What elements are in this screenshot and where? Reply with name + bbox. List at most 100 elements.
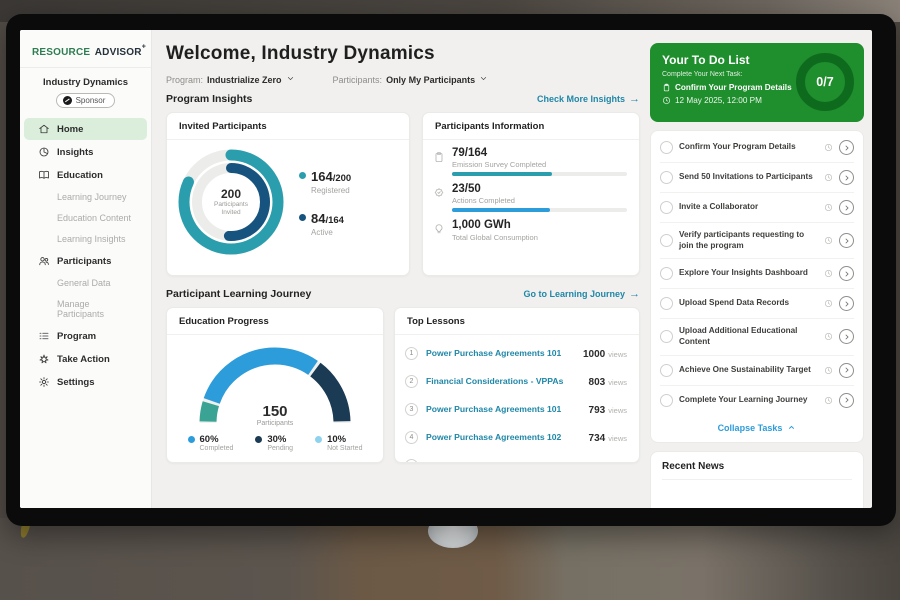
- lesson-row[interactable]: 2 Financial Considerations - VPPAs 803 view…: [405, 367, 627, 395]
- lesson-title-link[interactable]: Power Purchase Agreements 101: [426, 404, 562, 414]
- task-checkbox[interactable]: [660, 330, 673, 344]
- lesson-row[interactable]: 1 Power Purchase Agreements 101 1000 views: [405, 339, 627, 367]
- task-checkbox[interactable]: [660, 234, 673, 248]
- info-value: 23/50: [452, 183, 481, 196]
- lesson-views-label: views: [608, 462, 627, 463]
- task-row-complete-your-learning-journey[interactable]: Complete Your Learning Journey: [660, 386, 854, 415]
- task-checkbox[interactable]: [660, 393, 673, 407]
- task-open-button[interactable]: [839, 329, 854, 345]
- lesson-title-link[interactable]: Financial Considerations - VPPAs: [426, 376, 564, 386]
- app-logo[interactable]: RESOURCE ADVISOR+: [20, 38, 151, 68]
- sidebar-item-participants[interactable]: Participants: [24, 250, 147, 272]
- participants-information-card: Participants Information 79/164 Emission …: [422, 112, 640, 276]
- task-row-upload-spend-data-records[interactable]: Upload Spend Data Records: [660, 289, 854, 320]
- sponsor-badge[interactable]: Sponsor: [55, 93, 116, 108]
- page-title: Welcome, Industry Dynamics: [166, 43, 435, 64]
- lesson-title-link[interactable]: Power Purchase Agreements 101: [426, 348, 562, 358]
- legend-denominator: /200: [332, 172, 352, 184]
- education-icon: [38, 169, 50, 181]
- task-label: Verify participants requesting to join t…: [679, 230, 805, 250]
- clock-icon: [824, 269, 833, 278]
- info-row-total-global-consumption: 1,000 GWh Total Global Consumption: [433, 219, 627, 244]
- sidebar-item-education-content[interactable]: Education Content: [24, 208, 147, 228]
- info-rows: 79/164 Emission Survey Completed 23/50 Acti…: [423, 140, 639, 245]
- task-checkbox[interactable]: [660, 363, 673, 377]
- chevron-right-icon: [845, 334, 849, 340]
- check-more-insights-label: Check More Insights: [536, 94, 625, 104]
- task-checkbox[interactable]: [660, 201, 673, 214]
- legend-percent: 60%: [199, 434, 219, 445]
- main-left-column: Welcome, Industry Dynamics Program: Indus…: [166, 43, 640, 508]
- home-icon: [38, 123, 50, 135]
- education-progress-card-title: Education Progress: [167, 308, 383, 335]
- bulb-icon: [433, 222, 445, 234]
- legend-label: Not Started: [327, 445, 363, 453]
- task-label: Upload Additional Educational Content: [679, 326, 798, 346]
- task-row-explore-your-insights-dashboard[interactable]: Explore Your Insights Dashboard: [660, 259, 854, 290]
- task-row-invite-a-collaborator[interactable]: Invite a Collaborator: [660, 193, 854, 223]
- sidebar-item-education[interactable]: Education: [24, 164, 147, 186]
- task-open-button[interactable]: [839, 140, 854, 155]
- todo-subtitle: Complete Your Next Task:: [662, 71, 743, 78]
- sidebar-item-program[interactable]: Program: [24, 325, 147, 347]
- sidebar-item-take-action[interactable]: Take Action: [24, 348, 147, 370]
- clock-icon: [824, 143, 833, 152]
- task-open-button[interactable]: [839, 170, 854, 185]
- donut-center-value: 200: [220, 186, 242, 201]
- lesson-rank-badge: 1: [405, 346, 418, 360]
- task-open-button[interactable]: [839, 296, 854, 312]
- task-open-button[interactable]: [839, 266, 854, 282]
- recent-news-card: Recent News: [650, 450, 864, 508]
- sidebar-item-learning-insights[interactable]: Learning Insights: [24, 229, 147, 249]
- filter-value: Industrialize Zero: [207, 74, 282, 85]
- sidebar-item-insights[interactable]: Insights: [24, 141, 147, 163]
- sidebar-item-learning-journey[interactable]: Learning Journey: [24, 187, 147, 207]
- sidebar-item-home[interactable]: Home: [24, 118, 147, 140]
- lesson-rank-badge: 4: [405, 430, 418, 444]
- task-row-verify-participants-requesting-to-join-the-program[interactable]: Verify participants requesting to join t…: [660, 223, 854, 260]
- task-open-button[interactable]: [839, 362, 854, 378]
- legend-label: Completed: [199, 445, 234, 453]
- task-row-confirm-your-program-details[interactable]: Confirm Your Program Details: [660, 133, 854, 163]
- lesson-row[interactable]: 4 Power Purchase Agreements 102 734 views: [405, 423, 627, 451]
- lesson-row[interactable]: 5 Power Purchase Agreements 103 600views: [405, 451, 627, 463]
- go-to-learning-journey-link[interactable]: Go to Learning Journey →: [523, 287, 640, 300]
- chevron-right-icon: [845, 145, 849, 150]
- filter-participants[interactable]: Participants: Only My Participants: [333, 74, 489, 85]
- lesson-title-link[interactable]: Power Purchase Agreements 103: [426, 460, 581, 462]
- todo-title: Your To Do List: [662, 53, 750, 67]
- task-checkbox[interactable]: [660, 141, 673, 154]
- task-row-send-50-invitations-to-participants[interactable]: Send 50 Invitations to Participants: [660, 163, 854, 193]
- task-open-button[interactable]: [839, 233, 854, 249]
- task-checkbox[interactable]: [660, 297, 673, 311]
- task-checkbox[interactable]: [660, 267, 673, 281]
- collapse-tasks-link[interactable]: Collapse Tasks: [660, 415, 854, 440]
- top-lessons-card: Top Lessons 1 Power Purchase Agreements 1…: [394, 307, 640, 463]
- task-open-button[interactable]: [839, 392, 854, 408]
- chevron-right-icon: [845, 397, 849, 403]
- sidebar-item-settings[interactable]: Settings: [24, 371, 147, 393]
- lesson-views-count: 1000: [582, 349, 606, 360]
- task-row-achieve-one-sustainability-target[interactable]: Achieve One Sustainability Target: [660, 356, 854, 386]
- legend-dot: [299, 213, 306, 221]
- clock-icon: [824, 396, 833, 405]
- arrow-right-icon: →: [629, 287, 640, 300]
- lesson-rank-badge: 2: [405, 374, 418, 388]
- donut-legend: 164/200 Registered 84/164 Active: [299, 168, 351, 237]
- task-label: Invite a Collaborator: [679, 202, 759, 212]
- filter-value: Only My Participants: [386, 74, 476, 85]
- go-to-learning-journey-label: Go to Learning Journey: [523, 289, 625, 299]
- donut-legend-item: 164/200 Registered: [299, 168, 351, 195]
- lesson-row[interactable]: 3 Power Purchase Agreements 101 793 views: [405, 395, 627, 423]
- clipboard-icon: [662, 83, 671, 92]
- sidebar-item-manage-participants[interactable]: Manage Participants: [24, 294, 147, 324]
- filter-program[interactable]: Program: Industrialize Zero: [166, 74, 295, 85]
- legend-value: 84: [311, 210, 326, 226]
- task-label: Complete Your Learning Journey: [679, 394, 808, 404]
- task-open-button[interactable]: [839, 200, 854, 215]
- task-row-upload-additional-educational-content[interactable]: Upload Additional Educational Content: [660, 319, 854, 356]
- sidebar-item-general-data[interactable]: General Data: [24, 273, 147, 293]
- task-checkbox[interactable]: [660, 171, 673, 184]
- lesson-title-link[interactable]: Power Purchase Agreements 102: [426, 432, 562, 442]
- check-more-insights-link[interactable]: Check More Insights →: [536, 93, 640, 105]
